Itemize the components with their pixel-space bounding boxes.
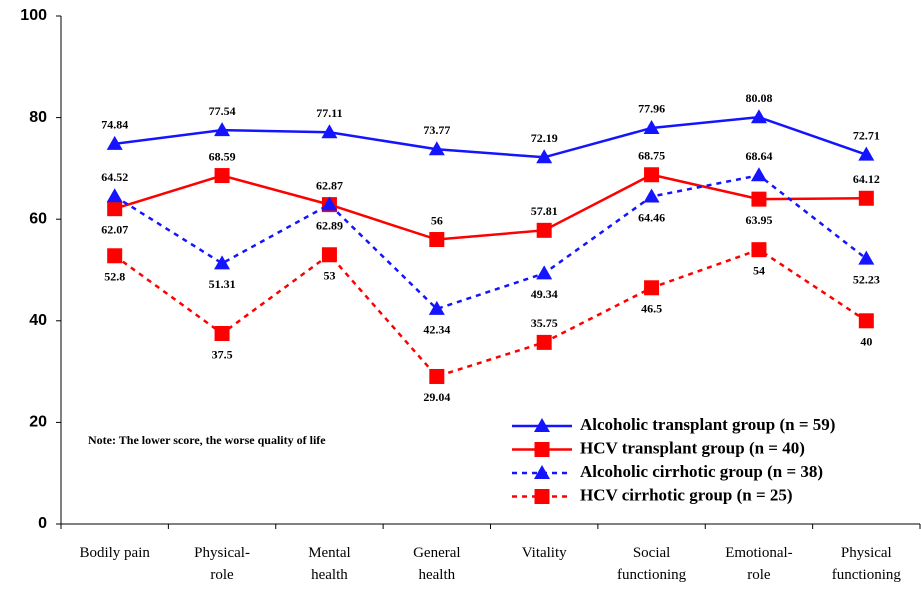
- legend-marker: [534, 418, 550, 432]
- data-label: 80.08: [745, 91, 772, 105]
- data-point: [643, 188, 660, 203]
- legend-marker: [534, 465, 550, 479]
- data-point: [428, 300, 445, 315]
- data-point: [536, 149, 553, 164]
- x-tick-label: Emotional-role: [725, 545, 793, 583]
- legend-marker: [534, 442, 550, 457]
- data-label: 64.46: [638, 210, 665, 224]
- data-point: [428, 141, 445, 156]
- data-label: 77.11: [316, 106, 342, 120]
- data-point: [536, 265, 553, 280]
- data-label: 68.64: [745, 149, 772, 163]
- data-label: 73.77: [423, 123, 450, 137]
- data-point: [321, 247, 337, 263]
- x-tick-label: Social functioning: [617, 545, 687, 583]
- annotation: Note: The lower score, the worse quality…: [88, 433, 326, 447]
- series-line: [113, 248, 868, 378]
- data-label: 42.34: [423, 323, 450, 337]
- data-point: [106, 135, 123, 150]
- data-label: 40: [860, 335, 872, 349]
- data-label: 68.59: [209, 149, 236, 163]
- data-label: 52.23: [853, 272, 880, 286]
- data-point: [643, 119, 660, 134]
- data-label: 29.04: [423, 390, 450, 404]
- data-label: 56: [431, 213, 443, 227]
- data-point: [106, 188, 123, 203]
- x-tick-label: Vitality: [522, 545, 567, 561]
- data-label: 77.96: [638, 102, 665, 116]
- data-point: [429, 368, 445, 384]
- series-line: [114, 173, 867, 241]
- y-tick-label: 0: [38, 515, 47, 532]
- y-tick-label: 80: [29, 109, 47, 126]
- x-tick-label: Bodily pain: [79, 545, 150, 561]
- y-tick-label: 40: [29, 312, 47, 329]
- data-label: 72.71: [853, 128, 880, 142]
- y-tick-label: 100: [20, 7, 47, 24]
- data-point: [750, 109, 767, 124]
- legend-label: HCV cirrhotic group (n = 25): [580, 485, 793, 504]
- y-tick-label: 20: [29, 414, 47, 431]
- data-label: 57.81: [531, 204, 558, 218]
- data-point: [858, 250, 875, 265]
- data-point: [536, 334, 552, 350]
- data-label: 72.19: [531, 131, 558, 145]
- data-point: [107, 248, 123, 264]
- data-label: 63.95: [745, 213, 772, 227]
- data-point: [858, 146, 875, 161]
- data-label: 53: [323, 269, 335, 283]
- data-point: [214, 326, 230, 341]
- data-point: [750, 167, 767, 182]
- legend-label: HCV transplant group (n = 40): [580, 438, 805, 457]
- data-label: 68.75: [638, 149, 665, 163]
- legend-label: Alcoholic cirrhotic group (n = 38): [580, 462, 823, 481]
- y-tick-label: 60: [29, 210, 47, 227]
- series-line: [114, 115, 867, 159]
- x-tick-label: General health: [413, 545, 460, 583]
- data-label: 52.8: [104, 270, 125, 284]
- data-point: [321, 196, 338, 211]
- data-point: [644, 280, 660, 296]
- data-label: 74.84: [101, 118, 128, 132]
- data-point: [214, 255, 231, 270]
- data-label: 64.12: [853, 172, 880, 186]
- data-point: [751, 191, 767, 207]
- legend-label: Alcoholic transplant group (n = 59): [580, 415, 835, 434]
- data-point: [321, 124, 338, 139]
- x-tick-label: Physical functioning: [832, 545, 902, 583]
- data-label: 62.87: [316, 178, 343, 192]
- data-point: [536, 222, 552, 238]
- data-label: 62.89: [316, 218, 343, 232]
- data-label: 51.31: [209, 277, 236, 291]
- x-tick-label: Physical-role: [194, 545, 250, 583]
- data-point: [214, 122, 231, 137]
- data-label: 49.34: [531, 287, 558, 301]
- data-label: 64.52: [101, 170, 128, 184]
- legend: Alcoholic transplant group (n = 59) HCV t…: [512, 415, 835, 504]
- data-point: [107, 201, 123, 217]
- data-label: 46.5: [641, 302, 662, 316]
- data-label: 62.07: [101, 222, 128, 236]
- data-point: [858, 313, 874, 329]
- legend-marker: [534, 489, 550, 504]
- x-tick-label: Mental health: [308, 545, 351, 583]
- data-point: [214, 168, 230, 184]
- data-label: 54: [753, 263, 765, 277]
- data-point: [644, 167, 660, 183]
- data-point: [858, 190, 874, 206]
- data-point: [751, 242, 767, 258]
- data-point: [429, 232, 445, 248]
- data-label: 77.54: [209, 104, 236, 118]
- data-label: 37.5: [212, 347, 233, 361]
- data-label: 35.75: [531, 316, 558, 330]
